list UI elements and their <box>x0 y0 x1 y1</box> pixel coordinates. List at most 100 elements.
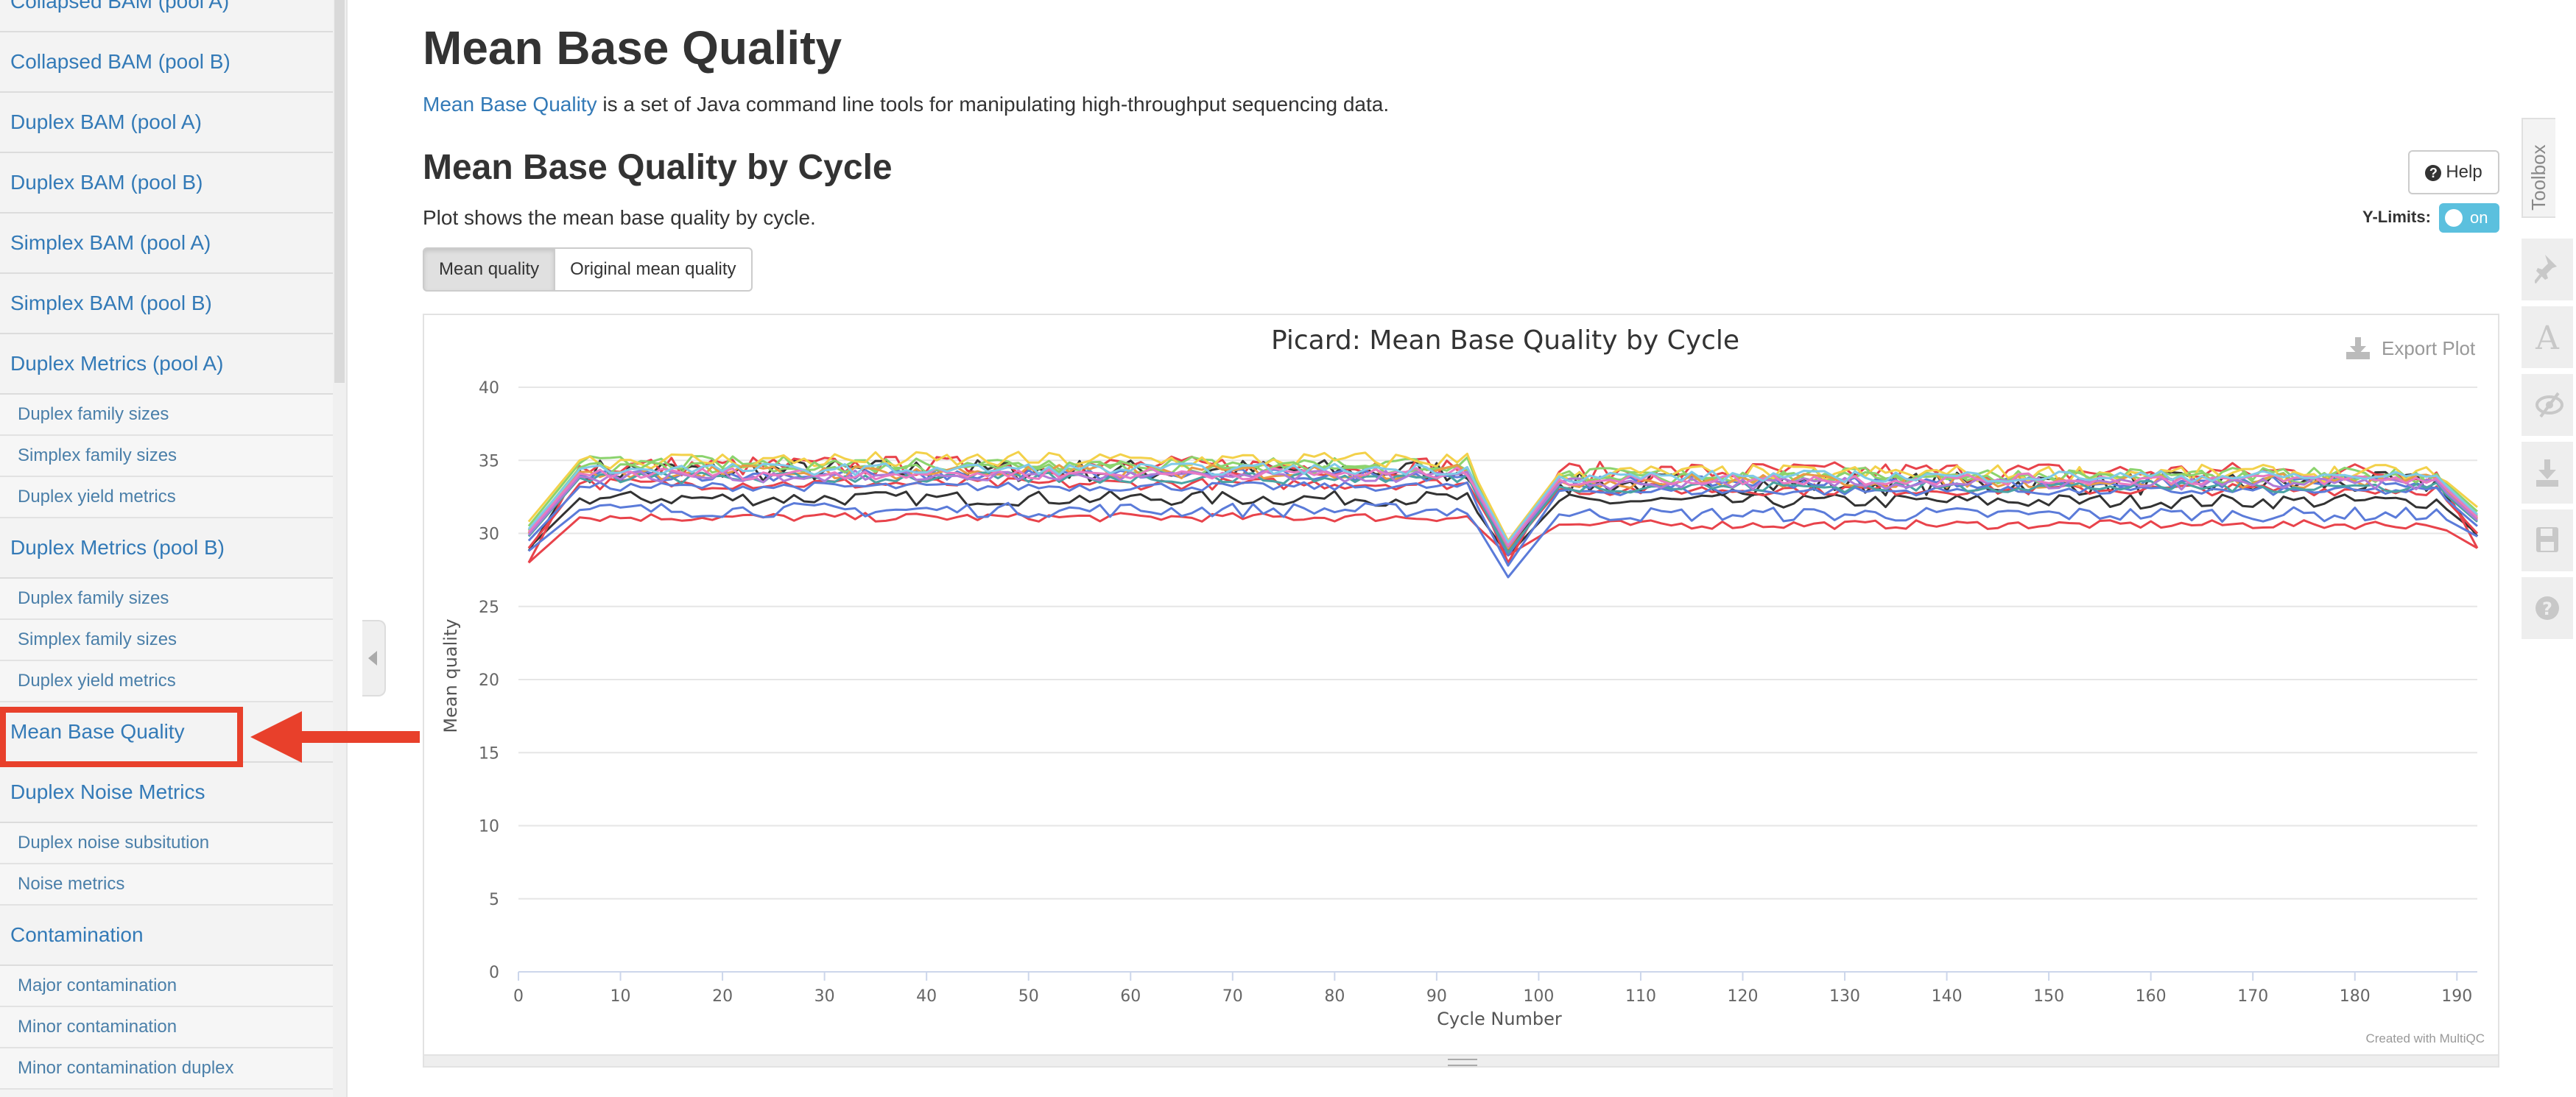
toolbox-about-button[interactable]: ? <box>2522 577 2573 645</box>
section-title: Mean Base Quality by Cycle <box>423 148 893 187</box>
page-title: Mean Base Quality <box>423 21 842 74</box>
y-tick-label: 5 <box>489 891 499 909</box>
toolbox-save-button[interactable] <box>2522 509 2573 577</box>
sidebar-item-duplex-yield-metrics[interactable]: Duplex yield metrics <box>0 477 346 518</box>
chart-axes: 0 5 10 15 20 25 30 35 40 0 10 20 30 40 50 60 70 80 90 100 11… <box>479 379 2477 1006</box>
resize-grip-icon <box>1448 1059 1477 1066</box>
sidebar-item-simplex-bam-pool-a[interactable]: Simplex BAM (pool A) <box>0 214 346 274</box>
x-tick-label: 0 <box>513 987 524 1006</box>
intro-text: Mean Base Quality is a set of Java comma… <box>423 93 1389 116</box>
y-axis-label: Mean quality <box>440 618 461 733</box>
section-description: Plot shows the mean base quality by cycl… <box>423 206 816 229</box>
y-tick-label: 10 <box>479 818 499 836</box>
sidebar-item-duplex-family-sizes[interactable]: Duplex family sizes <box>0 395 346 436</box>
sidebar: Collapsed BAM (pool A) Collapsed BAM (poo… <box>0 0 348 1097</box>
mean-quality-button[interactable]: Mean quality <box>423 247 556 292</box>
x-tick-label: 30 <box>814 987 835 1006</box>
export-plot-label: Export Plot <box>2382 337 2476 359</box>
sidebar-item-minor-contamination-duplex[interactable]: Minor contamination duplex <box>0 1048 346 1090</box>
x-tick-label: 60 <box>1120 987 1141 1006</box>
plot-data-switch: Mean quality Original mean quality <box>423 247 753 292</box>
chart-series <box>527 451 2479 579</box>
toggle-knob <box>2445 209 2463 227</box>
sidebar-item-simplex-family-sizes[interactable]: Simplex family sizes <box>0 436 346 477</box>
x-tick-label: 180 <box>2340 987 2371 1006</box>
question-circle-icon: ? <box>2425 164 2442 181</box>
sidebar-item-duplex-metrics-pool-a[interactable]: Duplex Metrics (pool A) <box>0 334 346 395</box>
toolbox-label: Toolbox <box>2527 144 2549 211</box>
x-tick-label: 140 <box>1932 987 1963 1006</box>
x-axis-label: Cycle Number <box>1437 1009 1562 1029</box>
ylimits-toggle-state: on <box>2470 208 2488 227</box>
toolbox-highlight-button[interactable] <box>2522 239 2573 306</box>
sidebar-item-noise-metrics[interactable]: Noise metrics <box>0 864 346 906</box>
sidebar-scrollbar-thumb[interactable] <box>334 0 345 383</box>
toolbox-export-button[interactable] <box>2522 442 2573 509</box>
help-button-label: Help <box>2446 162 2482 182</box>
sidebar-item-minor-contamination[interactable]: Minor contamination <box>0 1007 346 1048</box>
series-line-16[interactable] <box>527 462 2479 543</box>
x-tick-label: 170 <box>2237 987 2268 1006</box>
font-icon: A <box>2535 321 2560 353</box>
toolbox-hide-samples-button[interactable] <box>2522 374 2573 442</box>
intro-description: is a set of Java command line tools for … <box>597 93 1390 116</box>
sidebar-item-duplex-metrics-pool-b[interactable]: Duplex Metrics (pool B) <box>0 518 346 579</box>
sidebar-scrollbar[interactable] <box>333 0 346 1097</box>
help-circle-icon: ? <box>2535 596 2559 620</box>
help-button[interactable]: ? Help <box>2408 150 2499 194</box>
series-line-13[interactable] <box>527 470 2478 554</box>
sidebar-item-simplex-family-sizes[interactable]: Simplex family sizes <box>0 620 346 661</box>
download-icon <box>2536 459 2558 487</box>
sidebar-item-duplex-bam-pool-a[interactable]: Duplex BAM (pool A) <box>0 93 346 153</box>
export-plot-button[interactable]: Export Plot <box>2346 337 2476 359</box>
pin-icon <box>2535 255 2557 284</box>
sidebar-item-contamination[interactable]: Contamination <box>0 906 346 966</box>
x-tick-label: 190 <box>2441 987 2472 1006</box>
toolbox-tab[interactable]: Toolbox <box>2522 118 2555 218</box>
x-tick-label: 40 <box>916 987 937 1006</box>
x-tick-label: 70 <box>1222 987 1243 1006</box>
sidebar-item-duplex-yield-metrics[interactable]: Duplex yield metrics <box>0 661 346 702</box>
x-tick-label: 120 <box>1728 987 1759 1006</box>
series-line-7[interactable] <box>527 481 2478 567</box>
y-tick-label: 35 <box>479 452 499 470</box>
ylimits-toggle[interactable]: on <box>2439 203 2499 233</box>
sidebar-item-duplex-bam-pool-b[interactable]: Duplex BAM (pool B) <box>0 153 346 214</box>
y-tick-label: 20 <box>479 671 499 690</box>
save-icon <box>2536 527 2558 552</box>
chart-resize-handle[interactable] <box>423 1054 2499 1068</box>
chart-title: Picard: Mean Base Quality by Cycle <box>1271 325 1739 356</box>
x-tick-label: 100 <box>1523 987 1554 1006</box>
original-mean-quality-button[interactable]: Original mean quality <box>555 247 753 292</box>
toolbox-rename-button[interactable]: A <box>2522 306 2573 374</box>
download-icon <box>2346 337 2370 359</box>
series-line-15[interactable] <box>527 466 2479 546</box>
series-line-6[interactable] <box>527 501 2478 579</box>
x-tick-label: 150 <box>2033 987 2064 1006</box>
chevron-left-icon <box>368 651 377 666</box>
y-tick-label: 15 <box>479 744 499 763</box>
series-line-4[interactable] <box>527 512 2478 564</box>
highlight-annotation-box <box>0 707 243 767</box>
y-tick-label: 30 <box>479 526 499 544</box>
sidebar-item-collapsed-bam-pool-a[interactable]: Collapsed BAM (pool A) <box>0 0 346 32</box>
eye-slash-icon <box>2535 392 2563 418</box>
chart-container <box>423 314 2499 1065</box>
sidebar-item-duplex-noise-subsitution[interactable]: Duplex noise subsitution <box>0 823 346 864</box>
y-tick-label: 0 <box>489 964 499 982</box>
sidebar-collapse-toggle[interactable] <box>362 620 386 696</box>
sidebar-item-simplex-bam-pool-b[interactable]: Simplex BAM (pool B) <box>0 274 346 334</box>
sidebar-item-collapsed-bam-pool-b[interactable]: Collapsed BAM (pool B) <box>0 32 346 93</box>
sidebar-item-duplex-noise-metrics[interactable]: Duplex Noise Metrics <box>0 763 346 823</box>
ylimits-label: Y-Limits: <box>2362 208 2431 226</box>
x-tick-label: 110 <box>1625 987 1656 1006</box>
svg-text:?: ? <box>2542 599 2552 619</box>
svg-text:A: A <box>2535 321 2560 353</box>
y-tick-label: 25 <box>479 599 499 617</box>
intro-link[interactable]: Mean Base Quality <box>423 93 597 116</box>
x-tick-label: 90 <box>1426 987 1447 1006</box>
arrow-left-icon <box>250 711 420 763</box>
sidebar-item-duplex-family-sizes[interactable]: Duplex family sizes <box>0 579 346 620</box>
sidebar-item-major-contamination[interactable]: Major contamination <box>0 966 346 1007</box>
y-tick-label: 40 <box>479 379 499 398</box>
